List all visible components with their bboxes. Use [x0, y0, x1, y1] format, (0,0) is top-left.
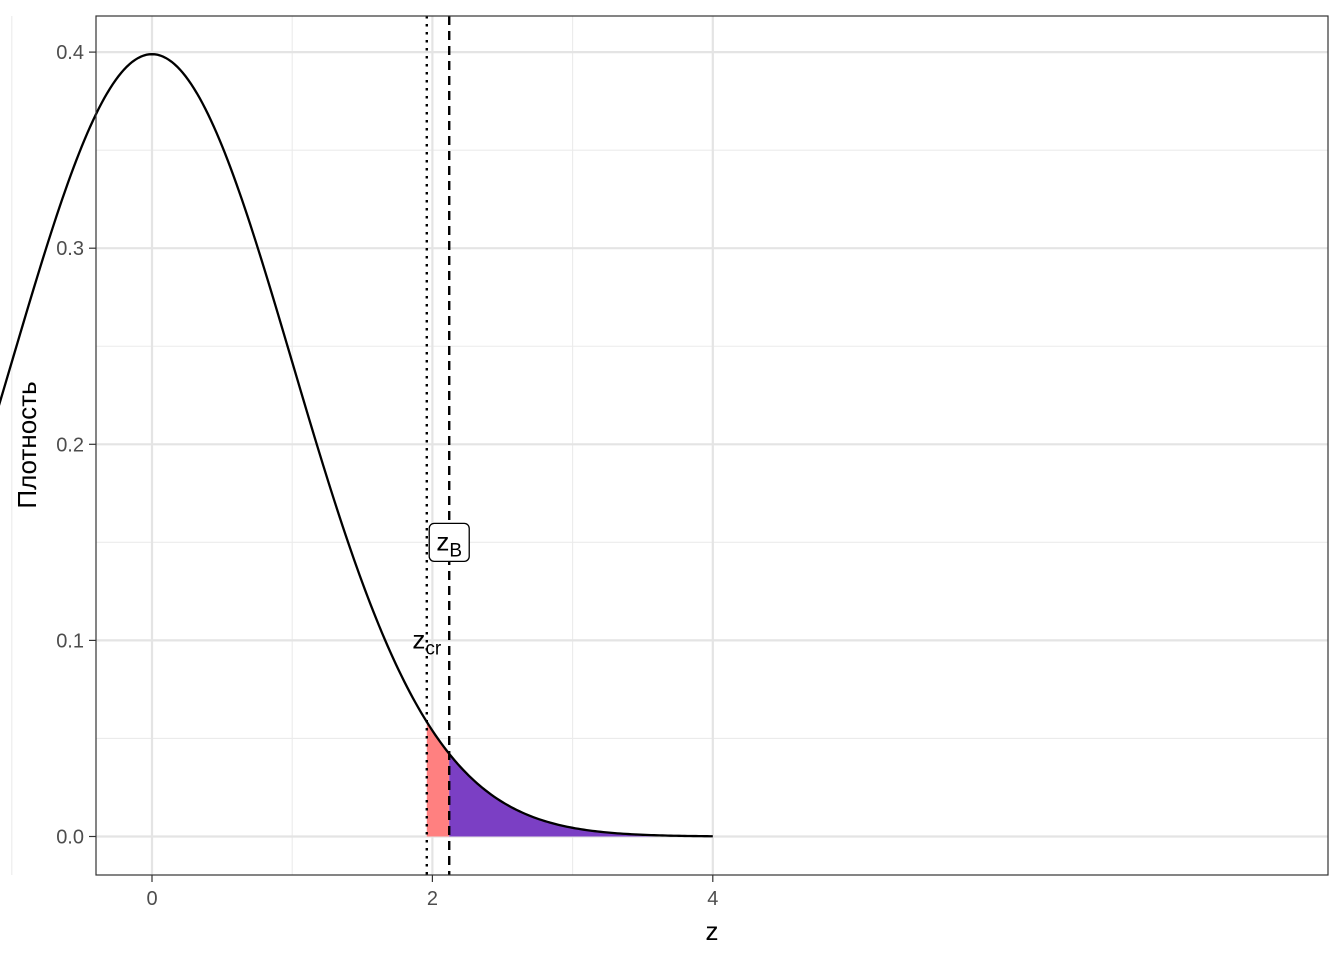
- plot-border: [95, 15, 1329, 876]
- annotation-main: z: [436, 526, 449, 556]
- x-tick-label: 2: [427, 888, 438, 910]
- y-axis-ticks: 0.0 0.1 0.2 0.3 0.4: [56, 42, 96, 849]
- y-axis-title: Плотность: [12, 381, 42, 508]
- x-axis-ticks: -4-2024: [146, 875, 718, 910]
- annotation-subscript: cr: [425, 638, 442, 659]
- y-tick-label: 0.2: [56, 434, 84, 456]
- annotation-subscript: B: [449, 540, 462, 561]
- annotation-main: z: [412, 624, 425, 654]
- annotations: − zcrzcrzB: [412, 522, 470, 659]
- annotation-label: zB: [436, 526, 462, 561]
- x-tick-label: 0: [146, 888, 157, 910]
- shaded-region: [449, 753, 713, 837]
- shaded-areas: [426, 721, 713, 837]
- y-tick-label: 0.1: [56, 630, 84, 652]
- x-tick-label: 4: [707, 888, 718, 910]
- label-box: [428, 522, 470, 562]
- y-tick-label: 0.0: [56, 827, 84, 849]
- x-axis-title: z: [706, 916, 719, 946]
- shaded-region: [426, 721, 450, 837]
- y-tick-label: 0.4: [56, 42, 84, 64]
- y-tick-label: 0.3: [56, 238, 84, 260]
- annotation-label: zcr: [412, 624, 442, 659]
- reference-lines: [425, 16, 451, 875]
- density-curve: [0, 53, 713, 838]
